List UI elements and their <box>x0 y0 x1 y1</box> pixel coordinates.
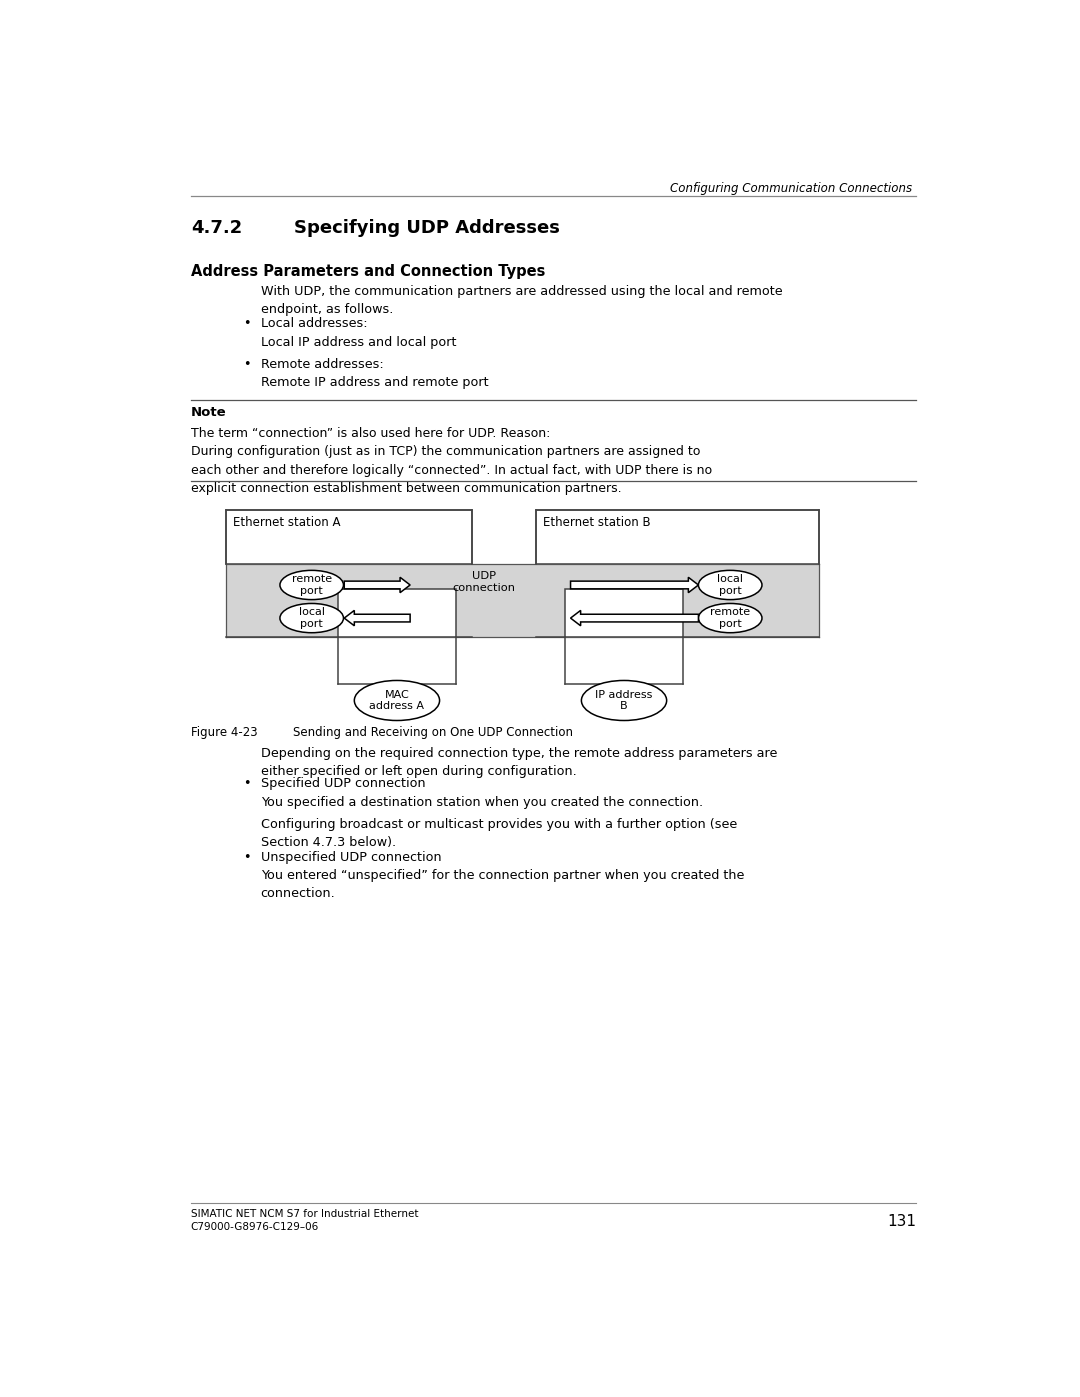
Ellipse shape <box>699 604 762 633</box>
Text: Configuring broadcast or multicast provides you with a further option (see
Secti: Configuring broadcast or multicast provi… <box>260 817 737 848</box>
Text: Note: Note <box>191 407 227 419</box>
Text: remote
port: remote port <box>292 574 332 595</box>
Text: Figure 4-23: Figure 4-23 <box>191 726 257 739</box>
Text: Specified UDP connection: Specified UDP connection <box>260 778 426 791</box>
Text: 131: 131 <box>887 1214 916 1229</box>
Text: Address Parameters and Connection Types: Address Parameters and Connection Types <box>191 264 545 279</box>
Text: With UDP, the communication partners are addressed using the local and remote
en: With UDP, the communication partners are… <box>260 285 782 317</box>
Bar <box>227 564 819 637</box>
Text: •: • <box>243 851 251 863</box>
FancyArrow shape <box>570 610 699 626</box>
Ellipse shape <box>581 680 666 721</box>
Text: local
port: local port <box>717 574 743 595</box>
Bar <box>338 588 456 637</box>
Text: Ethernet station B: Ethernet station B <box>542 515 650 528</box>
Text: Depending on the required connection type, the remote address parameters are
eit: Depending on the required connection typ… <box>260 747 777 778</box>
Text: Unspecified UDP connection: Unspecified UDP connection <box>260 851 441 863</box>
Text: C79000-G8976-C129–06: C79000-G8976-C129–06 <box>191 1222 319 1232</box>
Text: Local IP address and local port: Local IP address and local port <box>260 335 456 348</box>
Text: •: • <box>243 358 251 370</box>
Text: Remote addresses:: Remote addresses: <box>260 358 383 370</box>
Text: You entered “unspecified” for the connection partner when you created the
connec: You entered “unspecified” for the connec… <box>260 869 744 900</box>
Ellipse shape <box>354 680 440 721</box>
Text: local
port: local port <box>299 608 325 629</box>
Text: The term “connection” is also used here for UDP. Reason:
During configuration (j: The term “connection” is also used here … <box>191 427 712 495</box>
Text: Sending and Receiving on One UDP Connection: Sending and Receiving on One UDP Connect… <box>293 726 573 739</box>
Text: Ethernet station A: Ethernet station A <box>232 515 340 528</box>
FancyArrow shape <box>345 577 410 592</box>
Text: 4.7.2: 4.7.2 <box>191 219 242 237</box>
Text: Remote IP address and remote port: Remote IP address and remote port <box>260 376 488 390</box>
Text: MAC
address A: MAC address A <box>369 690 424 711</box>
Bar <box>537 510 819 564</box>
Text: Local addresses:: Local addresses: <box>260 317 367 330</box>
Ellipse shape <box>280 604 343 633</box>
FancyArrow shape <box>570 577 699 592</box>
Text: You specified a destination station when you created the connection.: You specified a destination station when… <box>260 796 703 809</box>
Text: IP address
B: IP address B <box>595 690 652 711</box>
Text: UDP
connection: UDP connection <box>453 571 515 592</box>
Text: Specifying UDP Addresses: Specifying UDP Addresses <box>294 219 559 237</box>
Bar <box>227 510 472 564</box>
Text: SIMATIC NET NCM S7 for Industrial Ethernet: SIMATIC NET NCM S7 for Industrial Ethern… <box>191 1210 418 1220</box>
Bar <box>565 588 683 637</box>
Text: •: • <box>243 317 251 330</box>
Ellipse shape <box>699 570 762 599</box>
FancyArrow shape <box>345 610 410 626</box>
Text: remote
port: remote port <box>711 608 751 629</box>
Text: Configuring Communication Connections: Configuring Communication Connections <box>671 182 913 196</box>
Ellipse shape <box>280 570 343 599</box>
Text: •: • <box>243 778 251 791</box>
